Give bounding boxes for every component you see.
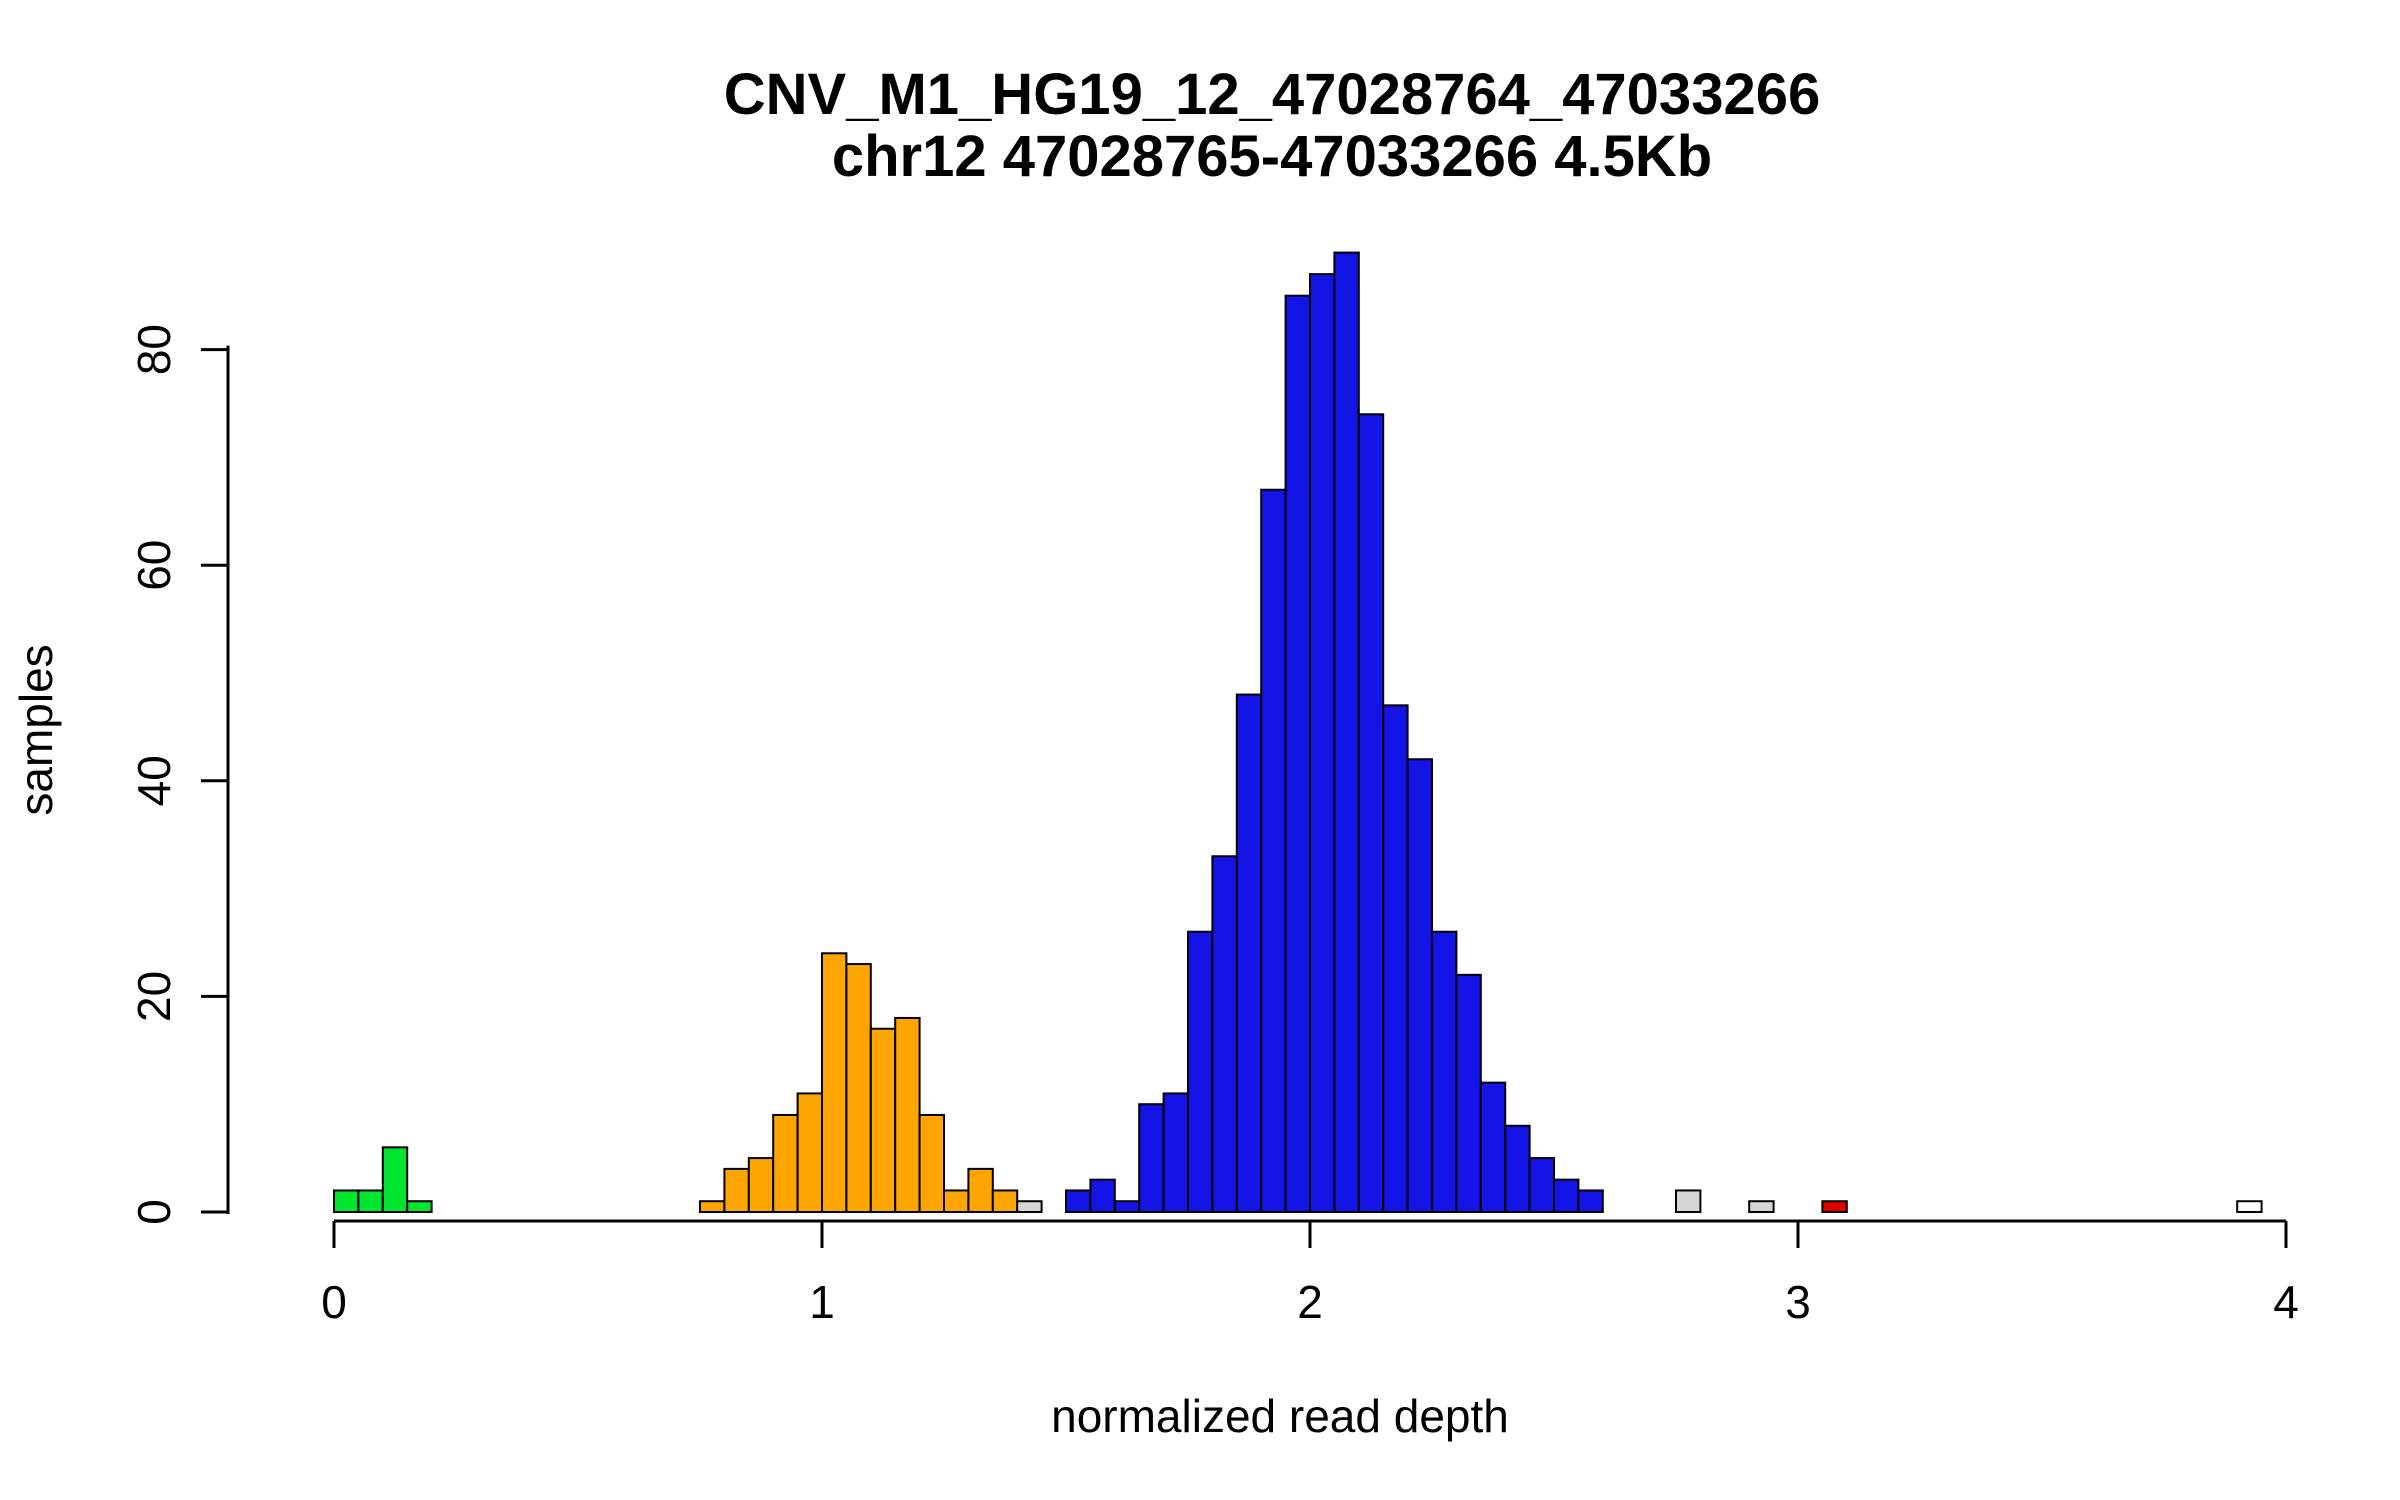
histogram-bar — [1016, 1200, 1043, 1213]
histogram-bar — [1455, 973, 1482, 1214]
histogram-bar — [967, 1167, 994, 1214]
histogram-bar — [723, 1167, 750, 1214]
x-tick-label: 4 — [2273, 1276, 2299, 1328]
y-tick-label: 0 — [128, 1199, 180, 1225]
histogram-bar — [772, 1113, 799, 1213]
histogram-bar — [821, 952, 848, 1214]
histogram-bar — [918, 1113, 945, 1213]
histogram-bar — [1113, 1200, 1141, 1213]
histogram-bar — [1309, 273, 1336, 1213]
histogram-bar — [381, 1146, 409, 1213]
histogram-bar — [1528, 1157, 1555, 1213]
histogram-bar — [1479, 1081, 1507, 1214]
x-axis-label: normalized read depth — [1051, 1390, 1509, 1442]
histogram-bar — [894, 1016, 921, 1214]
x-tick-label: 1 — [809, 1276, 835, 1328]
histogram-bar — [2236, 1200, 2263, 1213]
histogram-bar — [1333, 251, 1360, 1213]
x-tick-label: 2 — [1297, 1276, 1323, 1328]
histogram-bar — [747, 1157, 775, 1213]
histogram-bar — [1089, 1178, 1116, 1214]
y-tick-label: 40 — [128, 755, 180, 806]
histogram-bar — [1162, 1092, 1189, 1214]
x-tick-label: 0 — [321, 1276, 347, 1328]
histogram-bar — [1748, 1200, 1775, 1213]
chart-subtitle: chr12 47028765-47033266 4.5Kb — [832, 124, 1712, 189]
histogram-bar — [1504, 1124, 1531, 1214]
y-tick-label: 80 — [128, 324, 180, 375]
histogram-bar — [699, 1200, 726, 1213]
y-tick-label: 20 — [128, 971, 180, 1022]
histogram-bar — [333, 1189, 360, 1213]
histogram-bar — [1065, 1189, 1092, 1213]
histogram-bar — [943, 1189, 970, 1213]
chart-title: CNV_M1_HG19_12_47028764_47033266 — [724, 62, 1820, 127]
histogram-bar — [796, 1092, 823, 1214]
y-axis-label: samples — [10, 644, 62, 815]
histogram-bar — [991, 1189, 1019, 1213]
histogram-bar — [1675, 1189, 1702, 1213]
histogram-bar — [1553, 1178, 1580, 1214]
x-tick-label: 3 — [1785, 1276, 1811, 1328]
histogram-bar — [357, 1189, 384, 1213]
histogram-bar — [845, 963, 872, 1213]
histogram-bar — [1138, 1103, 1165, 1213]
histogram-bar — [1431, 930, 1458, 1213]
histogram-bar — [1187, 930, 1214, 1213]
histogram-bar — [1382, 704, 1409, 1214]
histogram-bar — [1235, 693, 1263, 1213]
histogram-bar — [1284, 294, 1311, 1213]
histogram-bar — [1406, 758, 1433, 1213]
histogram-bar — [1260, 488, 1287, 1213]
histogram-bar — [1357, 413, 1385, 1213]
histogram-bar — [869, 1027, 897, 1213]
histogram-bar — [1211, 855, 1238, 1213]
y-tick-label: 60 — [128, 540, 180, 591]
histogram-bar — [1821, 1200, 1848, 1213]
histogram-bar — [406, 1200, 433, 1213]
histogram-bar — [1577, 1189, 1604, 1213]
